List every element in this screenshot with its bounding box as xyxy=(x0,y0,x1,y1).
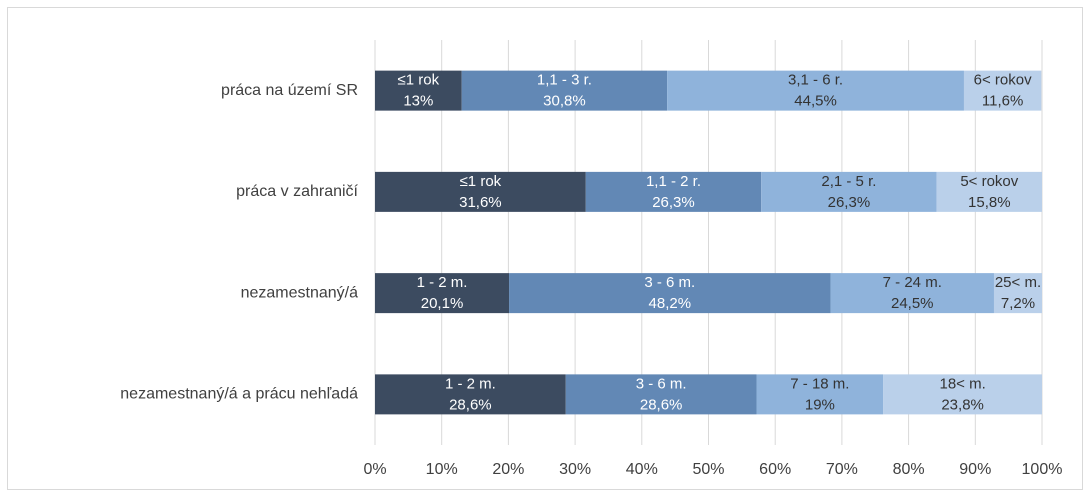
bar-segment xyxy=(375,70,462,111)
segment-label: 2,1 - 5 r. xyxy=(821,173,876,190)
category-label: práca na území SR xyxy=(221,82,358,99)
segment-label: 7 - 18 m. xyxy=(790,375,849,392)
bar-segment xyxy=(883,374,1042,415)
segment-label: 5< rokov xyxy=(960,173,1018,190)
segment-label: 18< m. xyxy=(939,375,985,392)
segment-label: 6< rokov xyxy=(974,72,1032,89)
segment-value-label: 20,1% xyxy=(421,295,464,312)
segment-label: 3 - 6 m. xyxy=(636,375,687,392)
bar-segment xyxy=(830,273,994,314)
segment-label: ≤1 rok xyxy=(460,173,502,190)
x-tick-label: 90% xyxy=(959,461,991,478)
segment-value-label: 19% xyxy=(805,396,835,413)
segment-value-label: 26,3% xyxy=(652,194,695,211)
category-label: nezamestnaný/á a prácu nehľadá xyxy=(120,386,358,403)
segment-label: 1 - 2 m. xyxy=(445,375,496,392)
x-tick-label: 40% xyxy=(626,461,658,478)
segment-label: 1,1 - 2 r. xyxy=(646,173,701,190)
segment-label: ≤1 rok xyxy=(398,72,440,89)
segment-value-label: 48,2% xyxy=(649,295,692,312)
segment-value-label: 31,6% xyxy=(459,194,502,211)
bar-segment xyxy=(936,171,1042,212)
x-tick-label: 30% xyxy=(559,461,591,478)
x-tick-label: 10% xyxy=(426,461,458,478)
segment-label: 3,1 - 6 r. xyxy=(788,72,843,89)
segment-label: 3 - 6 m. xyxy=(644,274,695,291)
bar-segment xyxy=(963,70,1042,111)
bar-segment xyxy=(993,273,1042,314)
category-label: práca v zahraničí xyxy=(236,183,358,200)
bar-segment xyxy=(461,70,668,111)
segment-value-label: 15,8% xyxy=(968,194,1011,211)
segment-value-label: 44,5% xyxy=(794,93,837,110)
x-tick-label: 20% xyxy=(492,461,524,478)
segment-label: 1,1 - 3 r. xyxy=(537,72,592,89)
category-label: nezamestnaný/á xyxy=(241,284,359,301)
x-tick-label: 50% xyxy=(692,461,724,478)
segment-label: 1 - 2 m. xyxy=(417,274,468,291)
x-tick-label: 0% xyxy=(363,461,386,478)
segment-value-label: 11,6% xyxy=(982,93,1023,110)
segment-value-label: 13% xyxy=(403,93,433,110)
bar-segment xyxy=(667,70,964,111)
segment-value-label: 28,6% xyxy=(640,396,683,413)
x-tick-label: 60% xyxy=(759,461,791,478)
bar-segment xyxy=(761,171,937,212)
segment-value-label: 24,5% xyxy=(891,295,934,312)
bar-segment xyxy=(375,374,566,415)
segment-value-label: 26,3% xyxy=(828,194,871,211)
segment-value-label: 30,8% xyxy=(543,93,586,110)
bar-segment xyxy=(509,273,831,314)
x-tick-label: 100% xyxy=(1022,461,1063,478)
segment-value-label: 23,8% xyxy=(941,396,984,413)
x-tick-label: 70% xyxy=(826,461,858,478)
segment-label: 25< m. xyxy=(995,274,1041,291)
bar-segment xyxy=(585,171,762,212)
segment-label: 7 - 24 m. xyxy=(883,274,942,291)
x-tick-label: 80% xyxy=(893,461,925,478)
bar-segment xyxy=(375,171,586,212)
bar-segment xyxy=(375,273,510,314)
segment-value-label: 7,2% xyxy=(1001,295,1035,312)
bar-segment xyxy=(756,374,884,415)
segment-value-label: 28,6% xyxy=(449,396,492,413)
bar-segment xyxy=(565,374,757,415)
